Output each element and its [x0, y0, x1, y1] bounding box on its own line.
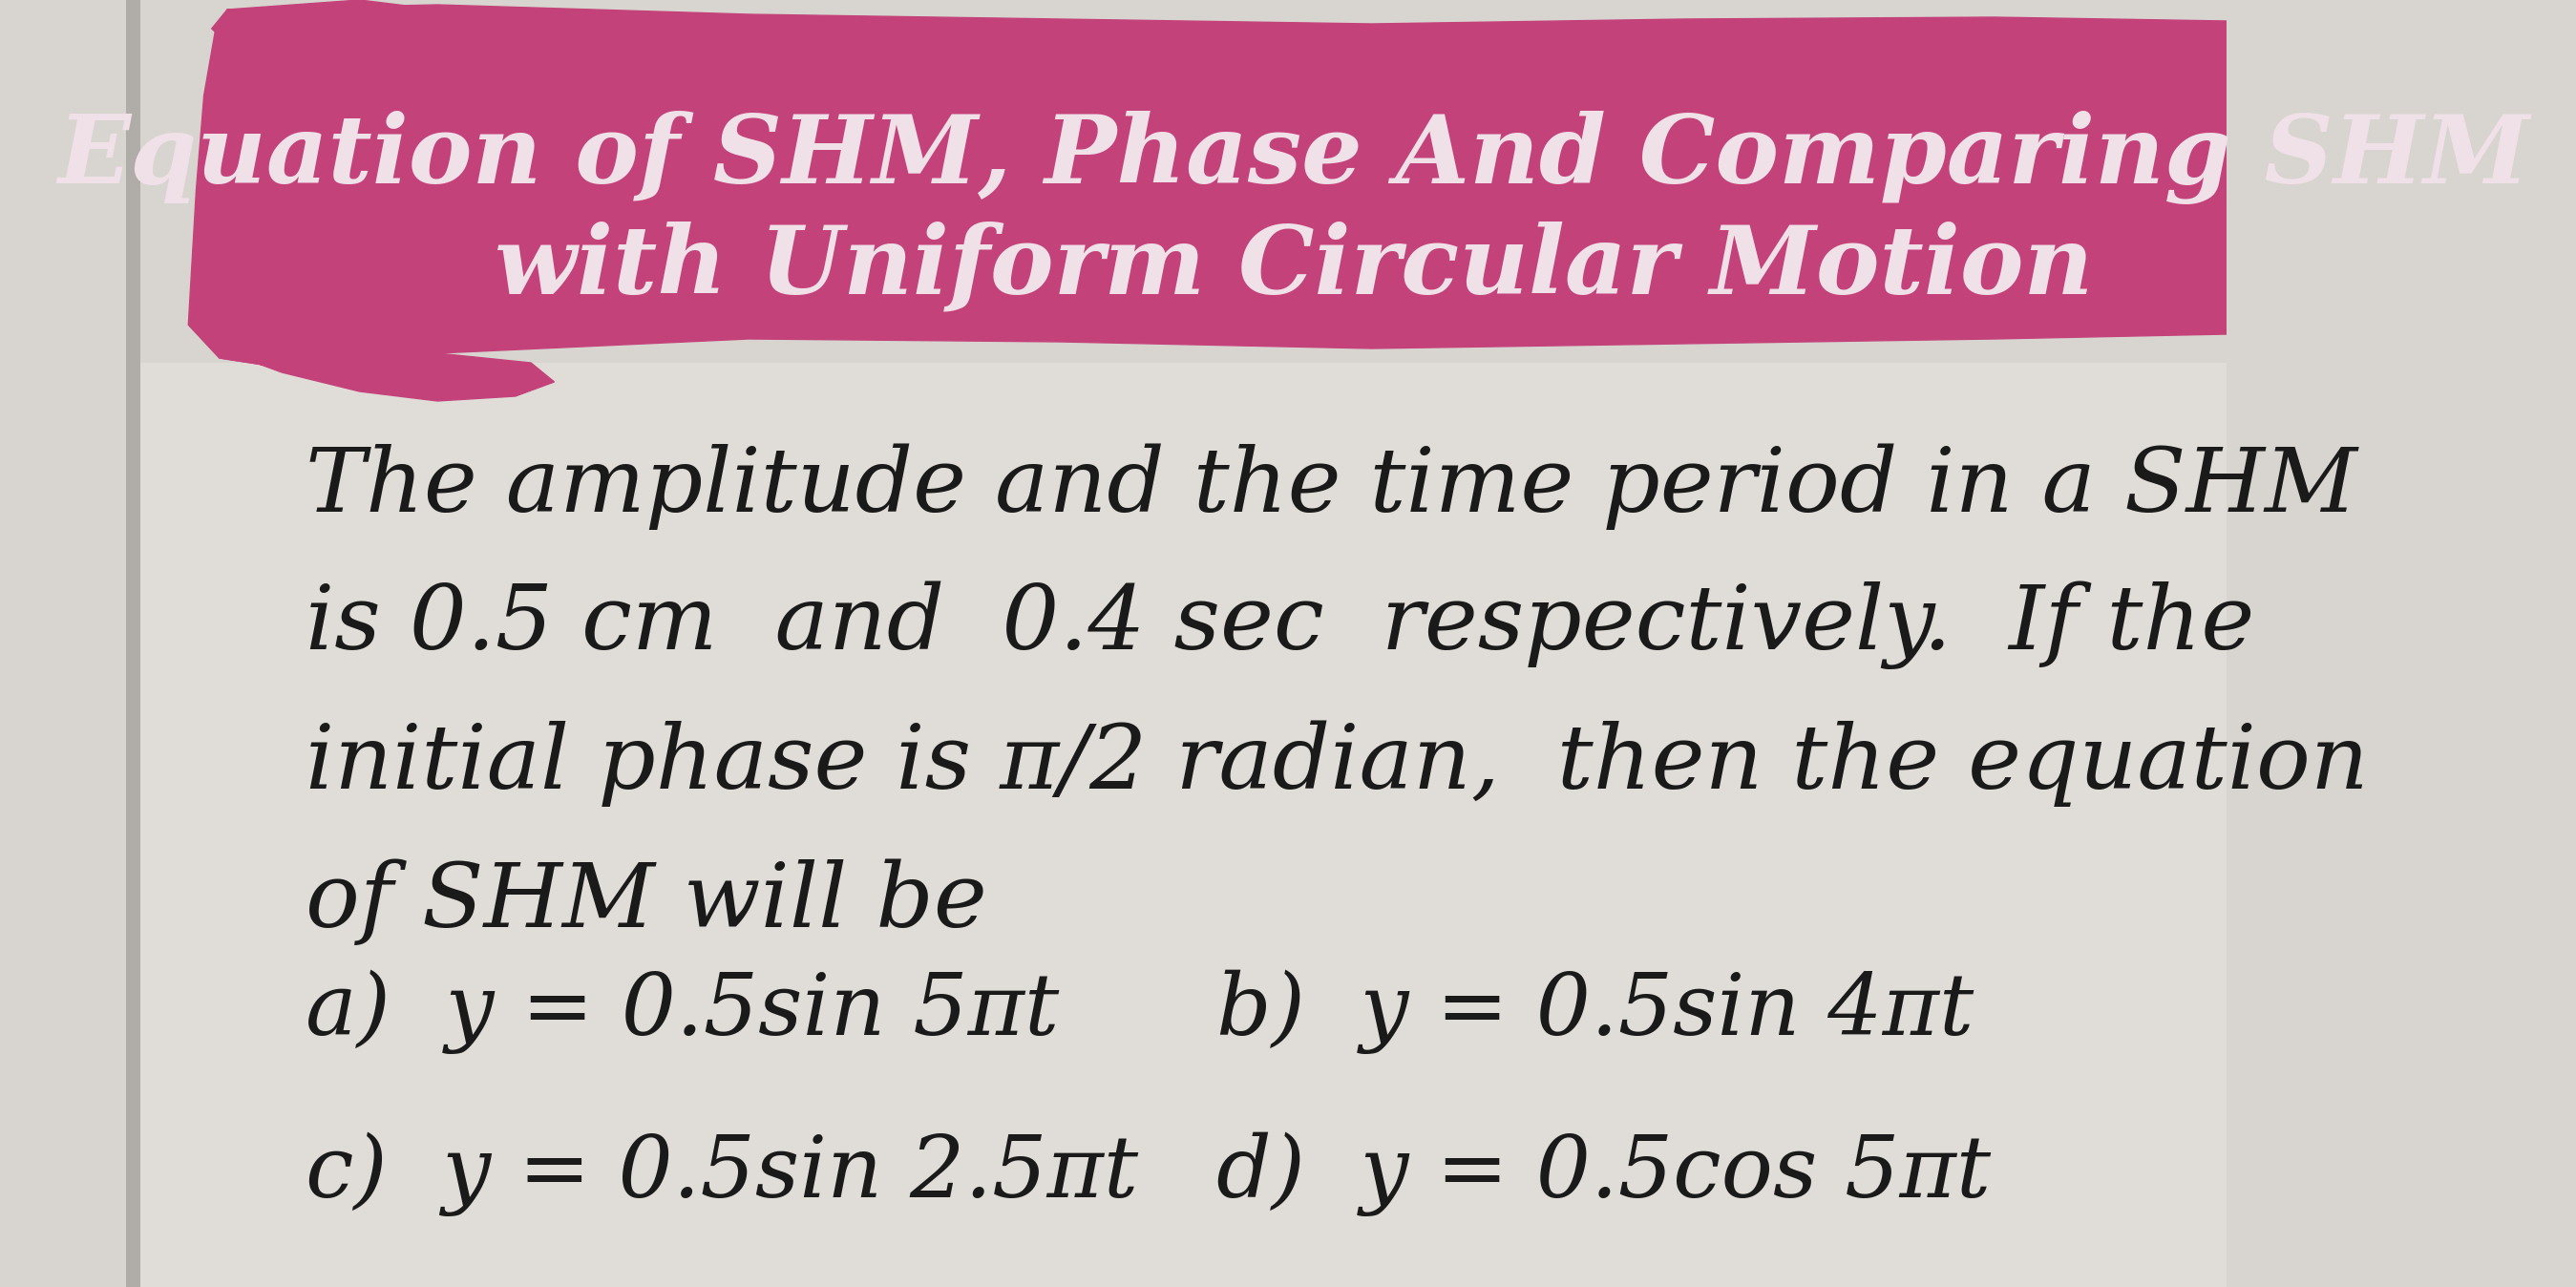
Bar — [126, 0, 139, 1287]
Polygon shape — [211, 0, 592, 143]
Text: is 0.5 cm  and  0.4 sec  respectively.  If the: is 0.5 cm and 0.4 sec respectively. If t… — [304, 582, 2254, 669]
Text: with Uniform Circular Motion: with Uniform Circular Motion — [495, 221, 2094, 314]
Text: b)  y = 0.5sin 4πt: b) y = 0.5sin 4πt — [1216, 970, 1973, 1054]
Text: a)  y = 0.5sin 5πt: a) y = 0.5sin 5πt — [304, 970, 1059, 1054]
Text: d)  y = 0.5cos 5πt: d) y = 0.5cos 5πt — [1216, 1133, 1991, 1216]
Text: The amplitude and the time period in a SHM: The amplitude and the time period in a S… — [304, 444, 2357, 530]
Text: of SHM will be: of SHM will be — [304, 858, 987, 946]
Text: Equation of SHM, Phase And Comparing SHM: Equation of SHM, Phase And Comparing SHM — [57, 111, 2530, 205]
Bar — [126, 363, 2226, 1287]
Text: c)  y = 0.5sin 2.5πt: c) y = 0.5sin 2.5πt — [304, 1133, 1139, 1216]
Polygon shape — [188, 5, 2226, 368]
Polygon shape — [188, 324, 554, 402]
Text: initial phase is π/2 radian,  then the equation: initial phase is π/2 radian, then the eq… — [304, 721, 2367, 807]
